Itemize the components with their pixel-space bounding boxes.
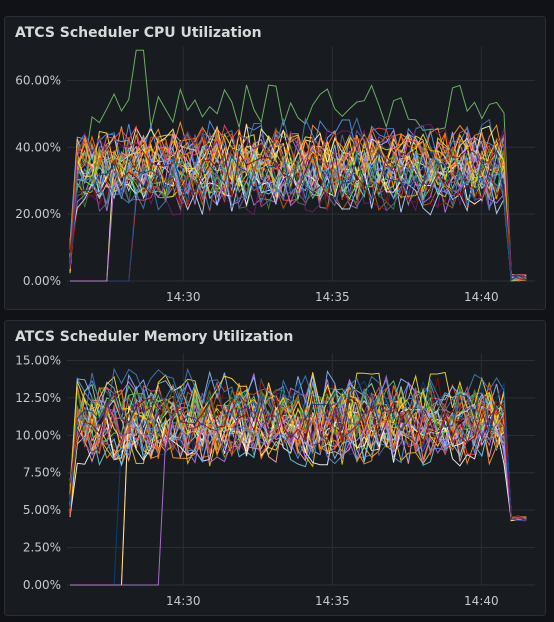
series-line[interactable] — [69, 371, 527, 522]
series-line[interactable] — [69, 402, 527, 520]
y-tick-label: 2.50% — [23, 541, 61, 555]
series-line[interactable] — [69, 150, 527, 278]
x-tick-label: 14:30 — [166, 594, 201, 608]
series-line[interactable] — [69, 164, 527, 278]
y-tick-label: 60.00% — [15, 73, 61, 87]
y-tick-label: 0.00% — [23, 274, 61, 288]
x-tick-label: 14:35 — [315, 290, 350, 304]
y-tick-label: 15.00% — [15, 353, 61, 367]
y-tick-label: 20.00% — [15, 207, 61, 221]
series-line[interactable] — [69, 402, 527, 522]
cpu-panel-title[interactable]: ATCS Scheduler CPU Utilization — [15, 25, 262, 41]
series-line[interactable] — [69, 414, 527, 521]
y-tick-label: 0.00% — [23, 578, 61, 592]
series-line[interactable] — [69, 412, 527, 520]
memory-panel-title[interactable]: ATCS Scheduler Memory Utilization — [15, 329, 294, 345]
y-tick-label: 12.50% — [15, 391, 61, 405]
memory-panel: ATCS Scheduler Memory Utilization 0.00% 2… — [4, 320, 546, 616]
memory-chart: 0.00% 2.50% 5.00% 7.50% 10.00% 12.50% 15.00% 14… — [15, 353, 535, 608]
x-tick-label: 14:40 — [464, 594, 499, 608]
x-tick-label: 14:40 — [464, 290, 499, 304]
series-line[interactable] — [69, 380, 527, 521]
y-tick-label: 40.00% — [15, 140, 61, 154]
series-line[interactable] — [69, 367, 527, 519]
series-line[interactable] — [69, 161, 527, 282]
series-line[interactable] — [69, 124, 527, 281]
x-tick-label: 14:35 — [315, 594, 350, 608]
series-line[interactable] — [69, 123, 527, 281]
y-tick-label: 7.50% — [23, 466, 61, 480]
y-tick-label: 5.00% — [23, 503, 61, 517]
series-line[interactable] — [69, 125, 527, 282]
y-tick-label: 10.00% — [15, 428, 61, 442]
series-line[interactable] — [69, 146, 527, 278]
series-line[interactable] — [70, 401, 527, 586]
cpu-panel: ATCS Scheduler CPU Utilization 0.00% 20.0… — [4, 16, 546, 310]
series-line[interactable] — [69, 150, 527, 281]
series-line[interactable] — [69, 414, 527, 522]
series-line[interactable] — [69, 404, 527, 519]
x-tick-label: 14:30 — [166, 290, 201, 304]
series-line[interactable] — [69, 49, 527, 281]
cpu-chart: 0.00% 20.00% 40.00% 60.00% 14:30 14:35 14:40 — [15, 47, 535, 304]
series-line[interactable] — [69, 393, 527, 521]
series-line[interactable] — [70, 123, 527, 282]
series-line[interactable] — [69, 160, 527, 281]
